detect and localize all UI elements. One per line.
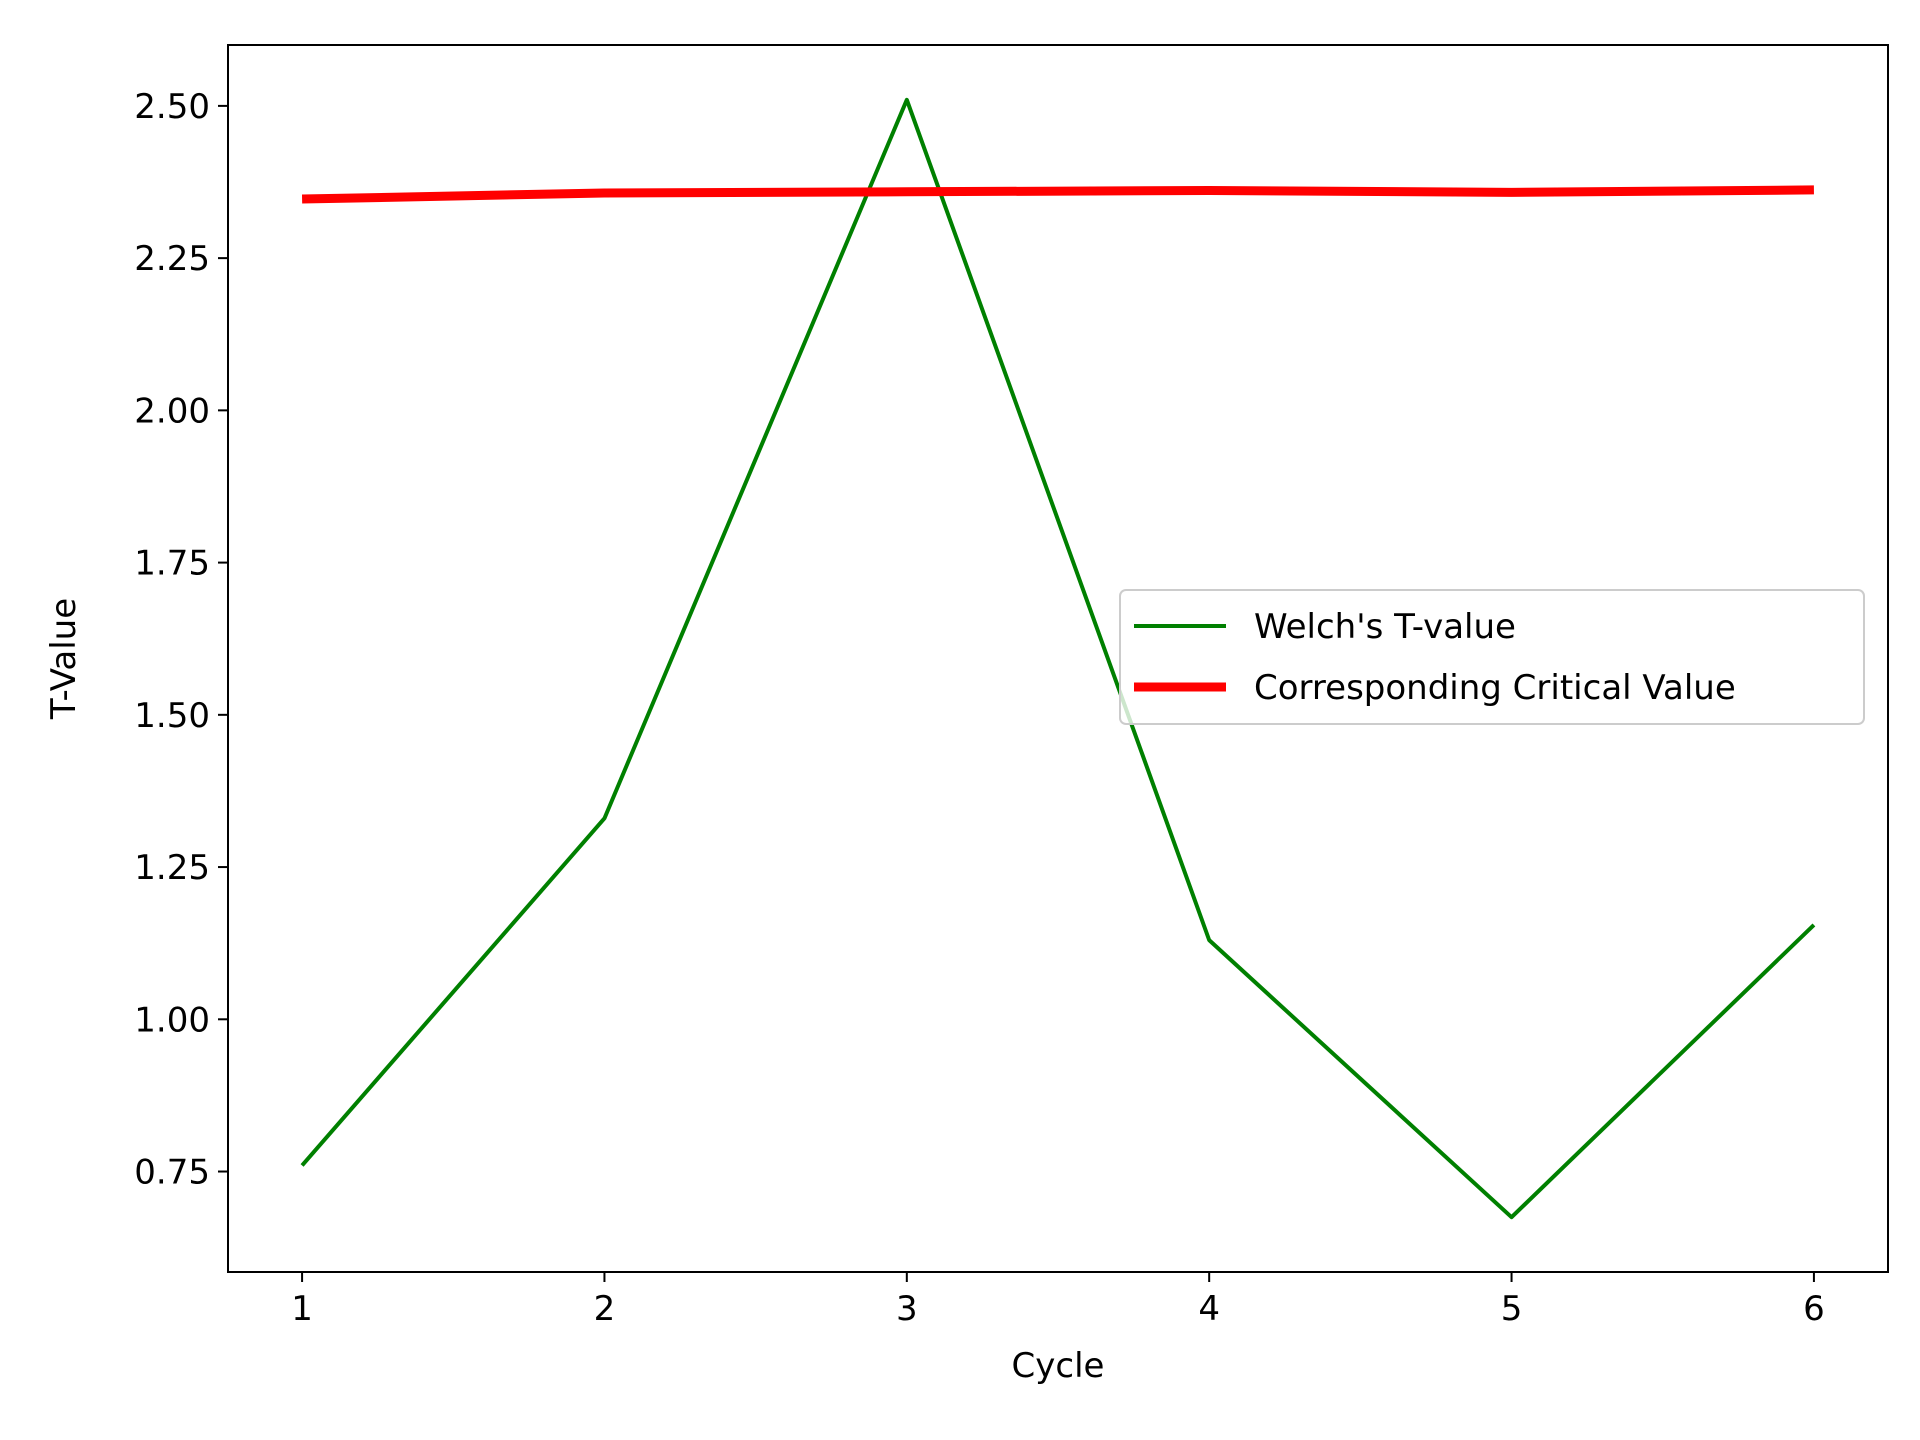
x-tick-label: 3 <box>896 1289 918 1329</box>
legend: Welch's T-value Corresponding Critical V… <box>1119 589 1865 725</box>
y-tick-label: 0.75 <box>134 1153 210 1193</box>
y-tick-label: 1.75 <box>134 544 210 584</box>
legend-label-welch: Welch's T-value <box>1254 607 1516 647</box>
x-tick-label: 4 <box>1198 1289 1220 1329</box>
series-line-critical <box>301 185 1814 204</box>
x-tick-label: 1 <box>291 1289 313 1329</box>
y-axis-label: T-Value <box>44 598 84 720</box>
axes-frame <box>227 44 1889 1273</box>
y-axis: 0.75 1.00 1.25 1.50 1.75 2.00 2.25 2.50 <box>134 87 228 1193</box>
x-tick-label: 2 <box>594 1289 616 1329</box>
y-tick-label: 2.00 <box>134 391 210 431</box>
series-line-welch <box>300 97 1816 1220</box>
x-tick-label: 5 <box>1501 1289 1523 1329</box>
y-tick-label: 1.50 <box>134 696 210 736</box>
y-tick-label: 2.25 <box>134 239 210 279</box>
series-layer <box>300 97 1816 1220</box>
x-axis-label: Cycle <box>1012 1346 1105 1386</box>
x-axis: 1 2 3 4 5 6 <box>291 1272 1825 1329</box>
legend-label-critical: Corresponding Critical Value <box>1254 668 1736 708</box>
y-tick-label: 1.25 <box>134 848 210 888</box>
legend-box <box>1119 589 1865 725</box>
y-tick-label: 2.50 <box>134 87 210 127</box>
y-tick-label: 1.00 <box>134 1000 210 1040</box>
x-tick-label: 6 <box>1803 1289 1825 1329</box>
